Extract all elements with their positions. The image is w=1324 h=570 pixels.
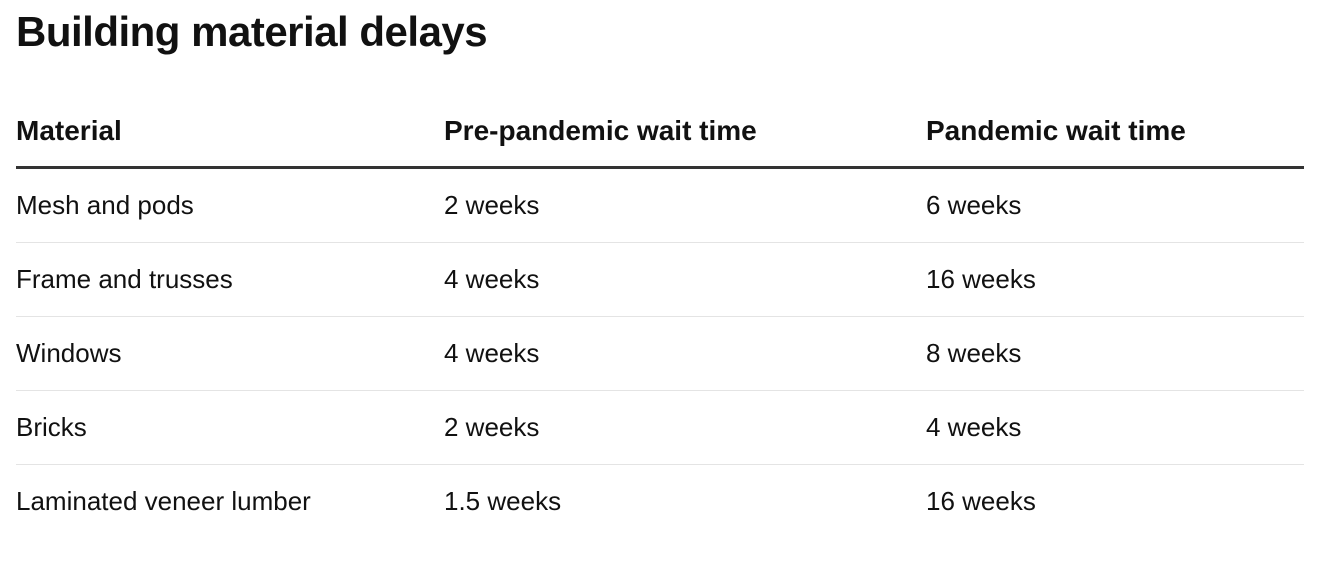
table-cell: 1.5 weeks bbox=[444, 486, 562, 516]
table-cell: 2 weeks bbox=[444, 390, 926, 465]
table-cell: Laminated veneer lumber bbox=[16, 486, 311, 516]
table-cell: 4 weeks bbox=[926, 390, 1304, 465]
table-cell: 6 weeks bbox=[926, 167, 1304, 243]
column-header: Pandemic wait time bbox=[926, 96, 1304, 169]
table-cell: Windows bbox=[16, 316, 444, 391]
header-row: Material Pre-pandemic wait time Pandemic w… bbox=[16, 96, 1304, 169]
table-cell: 4 weeks bbox=[444, 242, 926, 317]
table-row: Laminated veneer lumber 1.5 weeks 16 weeks bbox=[16, 465, 1304, 539]
table-row: Windows 4 weeks 8 weeks bbox=[16, 316, 1304, 391]
column-header: Material bbox=[16, 96, 444, 169]
data-table: Material Pre-pandemic wait time Pandemic w… bbox=[16, 96, 1304, 538]
table-cell: Bricks bbox=[16, 390, 444, 465]
table-cell: 2 weeks bbox=[444, 167, 926, 243]
table-cell: Mesh and pods bbox=[16, 167, 444, 243]
table-row: Mesh and pods 2 weeks 6 weeks bbox=[16, 167, 1304, 243]
table-cell: 4 weeks bbox=[444, 316, 926, 391]
table-row: Bricks 2 weeks 4 weeks bbox=[16, 390, 1304, 465]
table-cell: Frame and trusses bbox=[16, 242, 444, 317]
table-body: Mesh and pods 2 weeks 6 weeks Frame and tru… bbox=[16, 167, 1304, 539]
title: Building material delays bbox=[16, 8, 488, 55]
table-cell: 8 weeks bbox=[926, 316, 1304, 391]
table-row: Frame and trusses 4 weeks 16 weeks bbox=[16, 242, 1304, 317]
table-cell: 16 weeks bbox=[926, 486, 1036, 516]
table-cell: 16 weeks bbox=[926, 242, 1304, 317]
column-header: Pre-pandemic wait time bbox=[444, 96, 926, 169]
